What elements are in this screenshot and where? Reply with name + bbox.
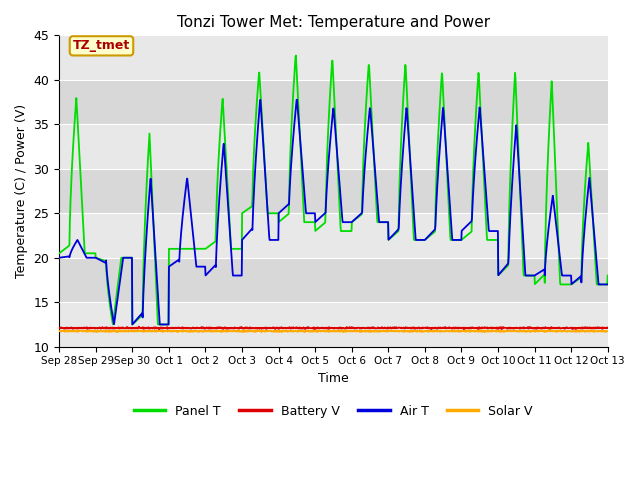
Air T bbox=[178, 226, 186, 231]
Panel T bbox=[154, 322, 162, 327]
Battery V bbox=[155, 326, 163, 332]
Air T bbox=[239, 236, 247, 242]
Solar V bbox=[540, 328, 547, 334]
Battery V bbox=[239, 325, 247, 331]
Solar V bbox=[239, 329, 247, 335]
Panel T bbox=[239, 210, 247, 216]
Bar bbox=[59, 124, 608, 169]
Battery V bbox=[178, 325, 186, 331]
Bar bbox=[59, 258, 608, 302]
Panel T bbox=[292, 53, 300, 59]
Air T bbox=[540, 267, 547, 273]
Title: Tonzi Tower Met: Temperature and Power: Tonzi Tower Met: Temperature and Power bbox=[177, 15, 490, 30]
Panel T bbox=[55, 251, 63, 256]
Line: Battery V: Battery V bbox=[59, 327, 608, 329]
Bar bbox=[59, 302, 608, 347]
Air T bbox=[293, 97, 301, 103]
Y-axis label: Temperature (C) / Power (V): Temperature (C) / Power (V) bbox=[15, 104, 28, 278]
Bar bbox=[59, 169, 608, 213]
Line: Air T: Air T bbox=[59, 100, 608, 324]
Battery V bbox=[55, 325, 63, 331]
Line: Solar V: Solar V bbox=[59, 330, 608, 332]
Solar V bbox=[491, 328, 499, 334]
Solar V bbox=[278, 329, 285, 335]
Air T bbox=[156, 322, 164, 327]
Panel T bbox=[540, 273, 547, 278]
X-axis label: Time: Time bbox=[318, 372, 349, 385]
Legend: Panel T, Battery V, Air T, Solar V: Panel T, Battery V, Air T, Solar V bbox=[129, 400, 538, 423]
Solar V bbox=[419, 329, 427, 335]
Panel T bbox=[491, 237, 499, 243]
Air T bbox=[604, 282, 612, 288]
Bar bbox=[59, 213, 608, 258]
Battery V bbox=[604, 325, 612, 331]
Solar V bbox=[164, 328, 172, 334]
Solar V bbox=[122, 327, 130, 333]
Air T bbox=[55, 255, 63, 261]
Panel T bbox=[604, 273, 612, 278]
Air T bbox=[164, 322, 172, 327]
Panel T bbox=[178, 246, 186, 252]
Bar bbox=[59, 36, 608, 80]
Solar V bbox=[178, 328, 186, 334]
Solar V bbox=[55, 328, 63, 334]
Solar V bbox=[604, 328, 612, 334]
Panel T bbox=[164, 322, 172, 327]
Battery V bbox=[419, 325, 427, 331]
Battery V bbox=[540, 325, 547, 331]
Air T bbox=[491, 228, 499, 234]
Line: Panel T: Panel T bbox=[59, 56, 608, 324]
Battery V bbox=[491, 325, 499, 331]
Text: TZ_tmet: TZ_tmet bbox=[73, 39, 130, 52]
Battery V bbox=[164, 325, 172, 331]
Air T bbox=[419, 237, 427, 243]
Panel T bbox=[419, 237, 427, 243]
Bar bbox=[59, 80, 608, 124]
Battery V bbox=[135, 324, 143, 330]
